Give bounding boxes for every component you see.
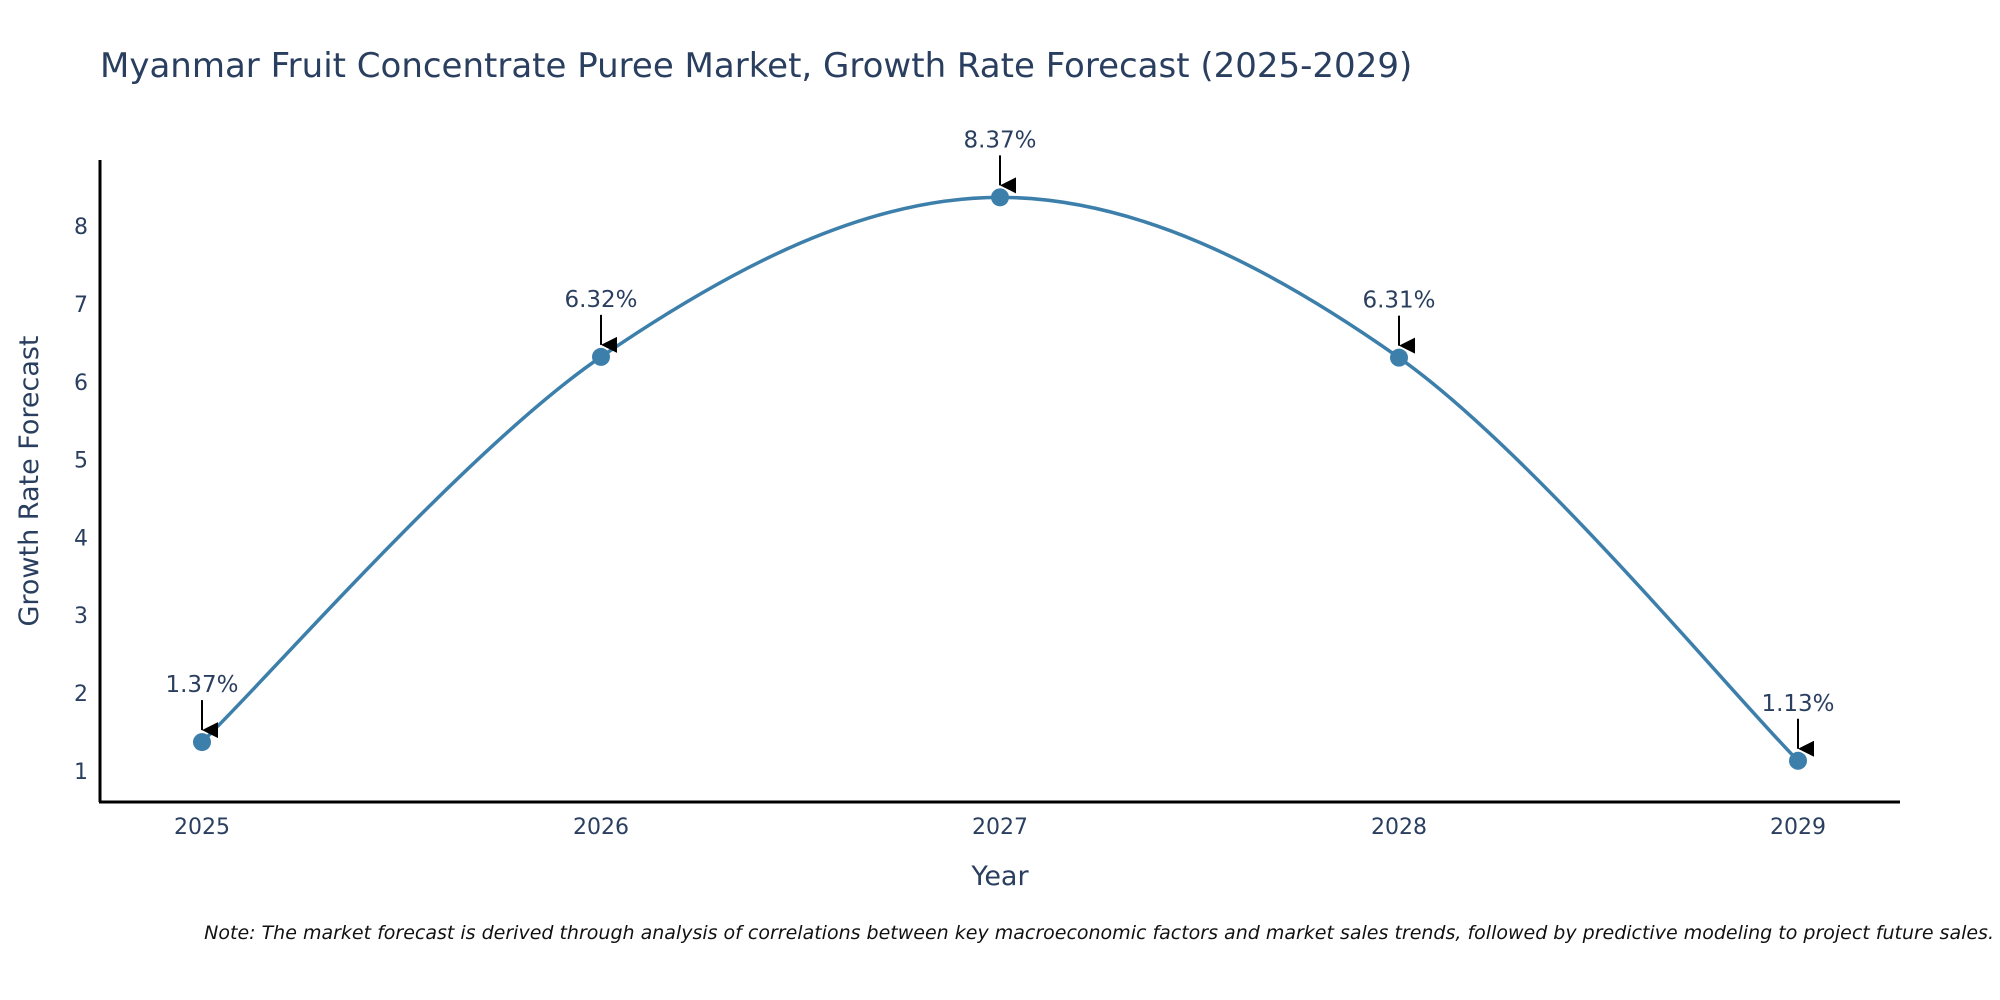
data-point [592,347,610,366]
y-tick-label: 6 [74,371,88,396]
x-tick-label: 2025 [174,815,230,840]
data-point [193,733,211,752]
data-label: 6.31% [1362,288,1435,314]
data-label: 8.37% [963,127,1036,153]
x-tick-label: 2027 [972,815,1028,840]
data-point [1789,751,1807,770]
x-tick-label: 2028 [1371,815,1427,840]
data-label: 1.13% [1761,691,1834,717]
x-tick-label: 2026 [573,815,629,840]
y-tick-label: 4 [74,526,88,551]
data-point [1390,348,1408,367]
y-tick-label: 7 [74,293,88,318]
data-point [991,188,1009,207]
y-tick-label: 3 [74,604,88,629]
y-tick-label: 1 [74,760,88,785]
series-line [200,195,1800,763]
chart-note: Note: The market forecast is derived thr… [204,922,1994,944]
y-tick-label: 8 [74,215,88,240]
x-axis-ticks: 2025 2026 2027 2028 2029 [174,815,1826,840]
plot-area: 1.37% 6.32% 8.37% 6.31% 1.13% [165,127,1835,770]
data-label: 6.32% [564,287,637,313]
y-tick-label: 5 [74,449,88,474]
data-label: 1.37% [165,672,238,698]
y-tick-label: 2 [74,682,88,707]
y-axis-title: Growth Rate Forecast [14,335,45,626]
y-axis-ticks: 1 2 3 4 5 6 7 8 [74,215,88,785]
x-tick-label: 2029 [1770,815,1826,840]
chart-title: Myanmar Fruit Concentrate Puree Market, … [100,46,1413,86]
x-axis-title: Year [970,861,1029,892]
